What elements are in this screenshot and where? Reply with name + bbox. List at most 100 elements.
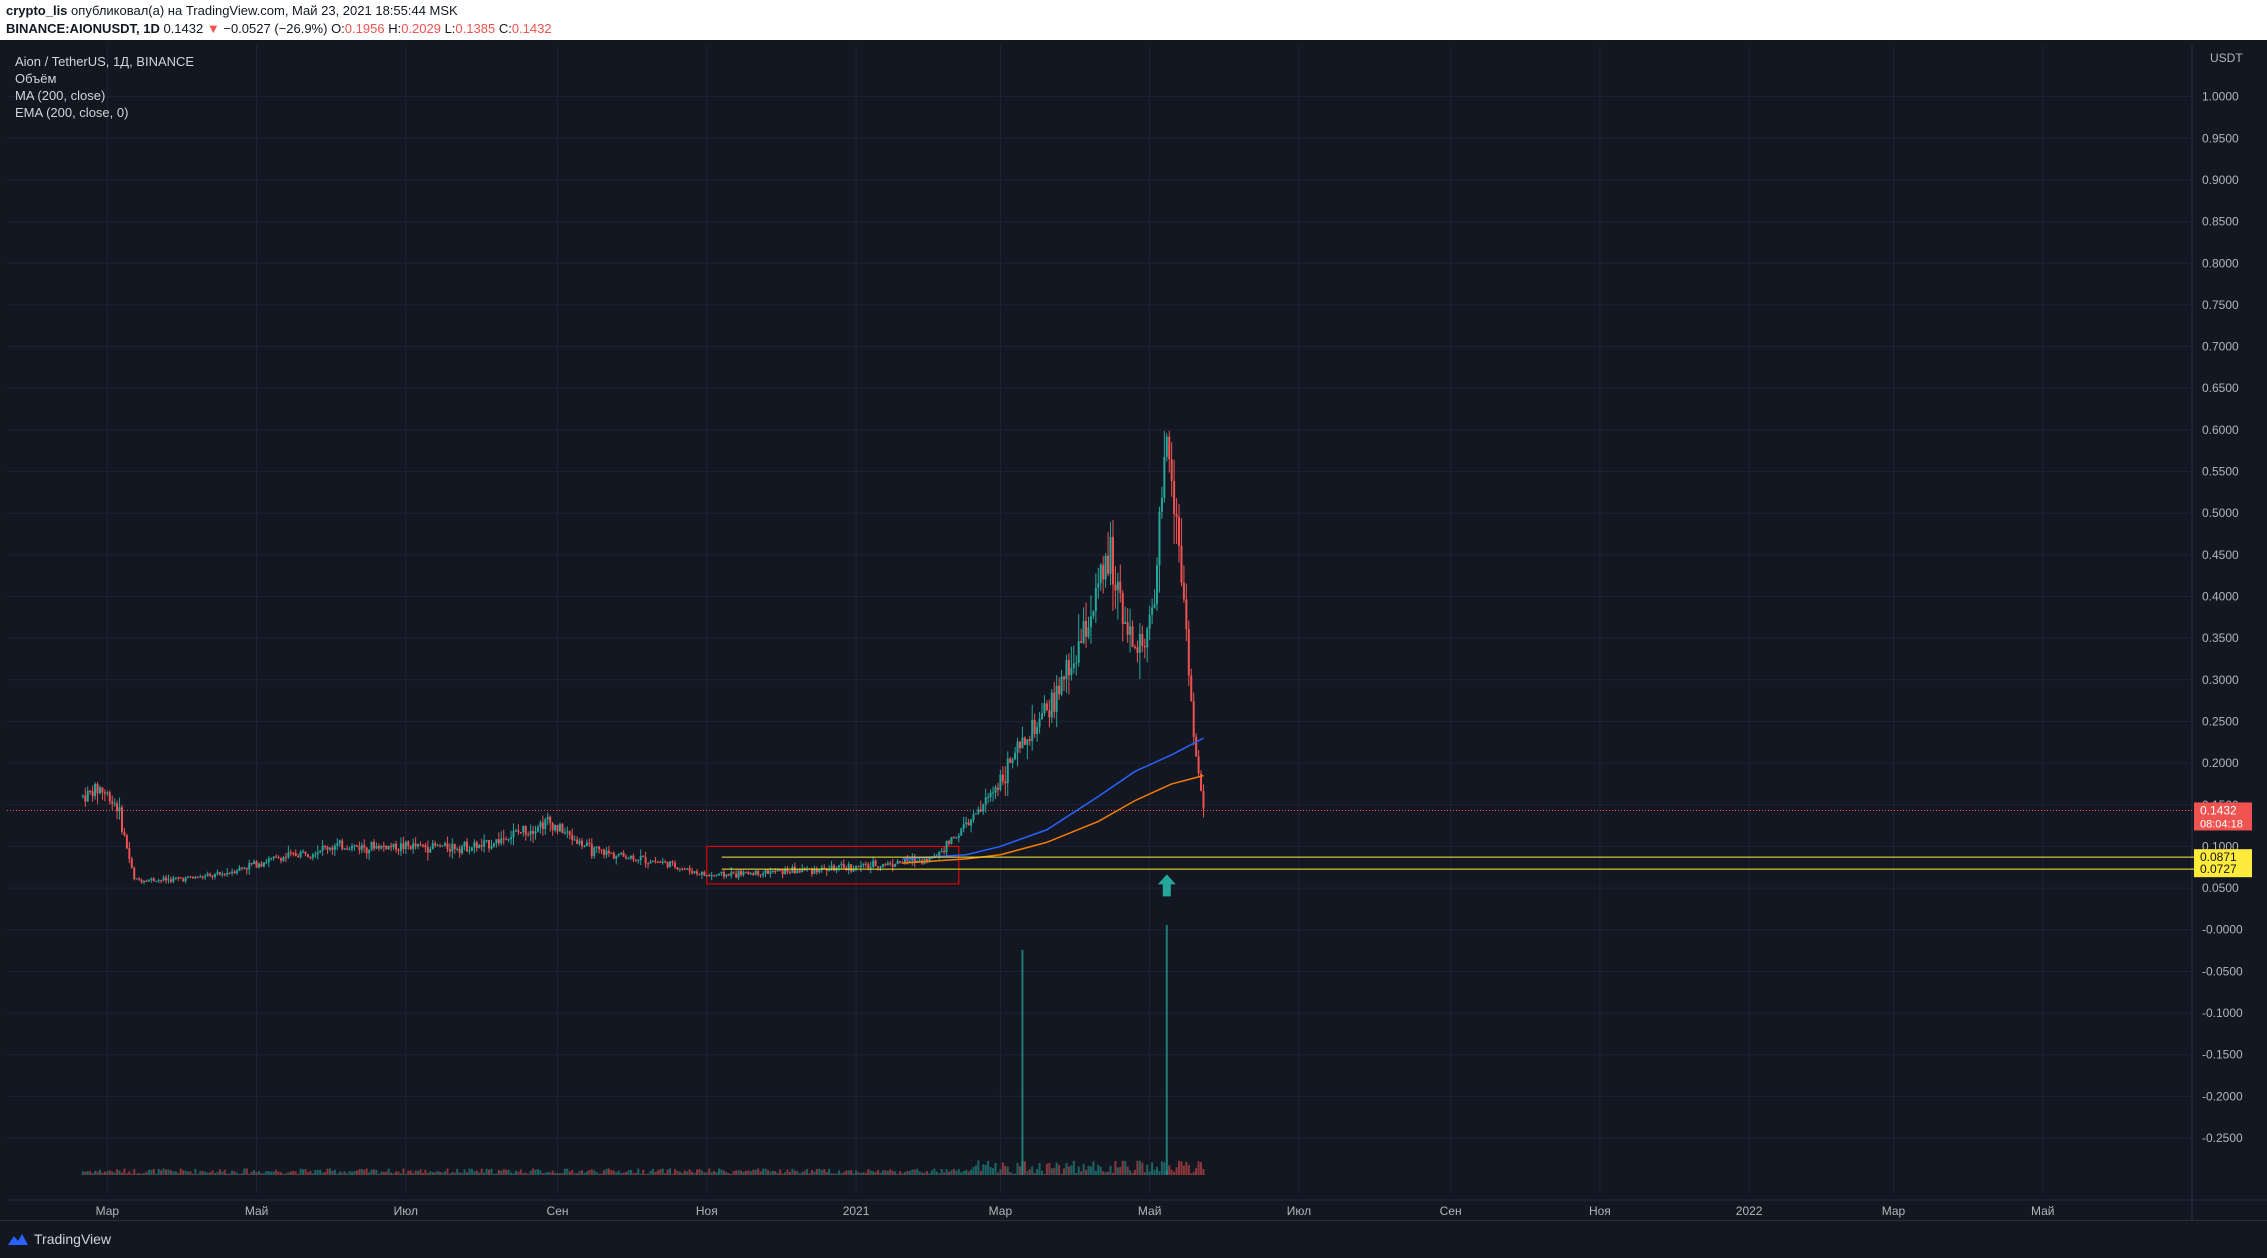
- candle-body: [174, 877, 177, 879]
- candle-body: [710, 875, 713, 877]
- tradingview-logo[interactable]: TradingView: [6, 1231, 111, 1247]
- candle-body: [593, 847, 596, 857]
- candle-body: [1116, 581, 1119, 591]
- candle-body: [659, 861, 662, 863]
- legend-volume[interactable]: Объём: [15, 71, 57, 86]
- volume-bar: [546, 1171, 549, 1175]
- y-tick-label: -0.0000: [2202, 923, 2243, 937]
- candle-body: [480, 845, 483, 847]
- candle-body: [179, 877, 182, 879]
- candle-body: [409, 845, 412, 849]
- candle-body: [840, 863, 843, 866]
- volume-bar: [610, 1170, 613, 1175]
- volume-bar: [1138, 1160, 1141, 1175]
- candle-body: [901, 862, 904, 864]
- candle-body: [135, 878, 138, 880]
- candle-body: [177, 877, 180, 879]
- candle-body: [1102, 564, 1105, 580]
- candle-body: [461, 846, 464, 854]
- volume-bar: [1121, 1160, 1124, 1175]
- candle-body: [632, 855, 635, 860]
- volume-bar: [918, 1171, 921, 1175]
- candle-body: [143, 881, 146, 883]
- candle-body: [1038, 719, 1041, 728]
- candle-body: [456, 848, 459, 850]
- volume-bar: [992, 1168, 995, 1175]
- candle-body: [133, 867, 136, 880]
- candle-body: [302, 851, 305, 853]
- volume-bar: [847, 1170, 850, 1175]
- volume-bar: [94, 1170, 97, 1175]
- candle-body: [842, 863, 845, 868]
- candle-body: [448, 849, 451, 852]
- volume-bar: [419, 1169, 422, 1175]
- volume-bar: [578, 1171, 581, 1175]
- level-price-tag: 0.0871: [2200, 850, 2237, 864]
- candle-body: [365, 847, 368, 854]
- volume-bar: [825, 1171, 828, 1175]
- volume-bar: [331, 1170, 334, 1175]
- candle-body: [578, 840, 581, 844]
- volume-bar: [392, 1173, 395, 1175]
- volume-bar: [666, 1169, 669, 1175]
- candle-body: [859, 865, 862, 868]
- volume-bar: [916, 1168, 919, 1175]
- candle-body: [1156, 565, 1158, 605]
- volume-bar: [226, 1173, 229, 1175]
- volume-bar: [125, 1173, 128, 1175]
- volume-bar: [740, 1170, 743, 1175]
- volume-bar: [458, 1172, 461, 1175]
- volume-bar: [691, 1171, 694, 1175]
- candle-body: [253, 861, 256, 864]
- legend-ma[interactable]: MA (200, close): [15, 88, 106, 103]
- candle-body: [1136, 647, 1139, 653]
- volume-bar: [1163, 1162, 1166, 1175]
- candle-body: [216, 872, 219, 875]
- candle-body: [184, 877, 187, 882]
- author-name[interactable]: crypto_lis: [6, 3, 68, 18]
- volume-bar: [355, 1170, 358, 1175]
- volume-bar: [179, 1168, 182, 1175]
- candle-body: [485, 839, 488, 841]
- candle-body: [637, 860, 640, 862]
- candle-body: [375, 846, 378, 849]
- candle-body: [328, 847, 331, 850]
- chart-area[interactable]: 1.0000 0.9500 0.9000 0.8500 0.8000 0.7500 0.70…: [7, 45, 2267, 1220]
- candle-body: [1133, 647, 1136, 649]
- volume-bar: [754, 1169, 757, 1175]
- candle-body: [837, 865, 840, 868]
- candle-body: [1153, 604, 1156, 608]
- candle-body: [1197, 756, 1200, 774]
- volume-bar: [265, 1171, 268, 1175]
- y-tick-label: 0.5000: [2202, 506, 2239, 520]
- volume-bar: [497, 1169, 500, 1175]
- candle-body: [258, 863, 261, 868]
- candle-body: [436, 845, 439, 847]
- volume-bar: [943, 1172, 946, 1175]
- volume-bar: [923, 1172, 926, 1175]
- candle-body: [417, 844, 420, 847]
- volume-bar: [1099, 1166, 1102, 1175]
- legend-ema[interactable]: EMA (200, close, 0): [15, 105, 129, 120]
- volume-spike: [1021, 950, 1024, 1175]
- candle-body: [240, 867, 243, 869]
- volume-bar: [98, 1169, 101, 1175]
- candle-body: [111, 801, 114, 804]
- candle-body: [250, 862, 253, 864]
- candle-body: [194, 876, 197, 879]
- volume-bar: [541, 1173, 544, 1175]
- x-tick-label: Ноя: [1589, 1204, 1611, 1218]
- price-chart[interactable]: 1.0000 0.9500 0.9000 0.8500 0.8000 0.7500 0.70…: [7, 45, 2267, 1220]
- volume-bar: [103, 1171, 106, 1175]
- candle-body: [385, 845, 388, 850]
- y-tick-label: 0.2000: [2202, 756, 2239, 770]
- open-value: 0.1956: [344, 21, 385, 36]
- volume-bar: [894, 1171, 897, 1175]
- candle-body: [524, 825, 527, 835]
- candle-body: [1141, 633, 1144, 646]
- volume-bar: [725, 1172, 728, 1175]
- candle-body: [588, 842, 591, 844]
- volume-bar: [1089, 1166, 1092, 1175]
- volume-bar: [713, 1171, 716, 1175]
- volume-bar: [583, 1172, 586, 1175]
